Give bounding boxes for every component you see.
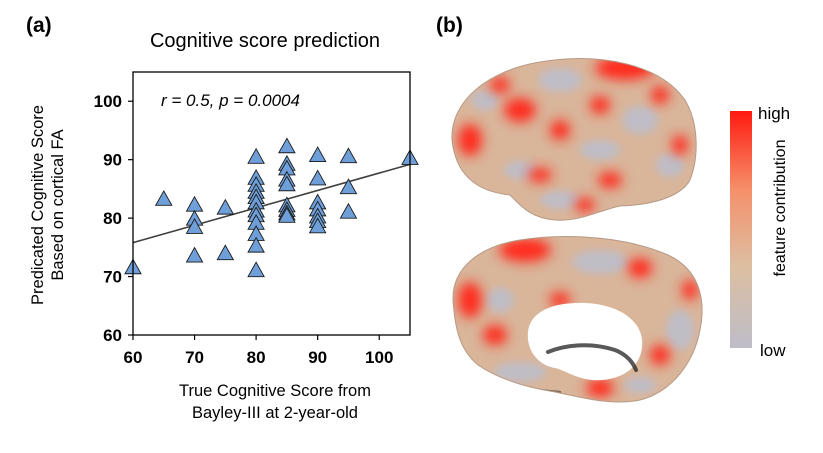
data-point <box>247 236 265 253</box>
data-point <box>216 244 235 261</box>
y-tick-label: 60 <box>103 326 122 345</box>
data-point <box>308 146 327 162</box>
y-tick-label: 90 <box>103 151 122 170</box>
x-axis-label-line-2: Bayley-III at 2-year-old <box>192 404 358 422</box>
data-point <box>339 202 358 219</box>
data-point <box>308 217 327 234</box>
chart-title: Cognitive score prediction <box>149 30 381 52</box>
data-point <box>247 261 265 278</box>
colorbar-low-label: low <box>760 341 786 360</box>
x-tick-label: 100 <box>365 348 393 367</box>
brain-lateral-view <box>451 58 697 221</box>
data-point <box>278 137 296 154</box>
data-point <box>278 175 296 192</box>
data-point <box>185 246 204 263</box>
x-tick-label: 90 <box>308 348 327 367</box>
x-axis-label: True Cognitive Score from Bayley-III at … <box>120 380 430 424</box>
plot-frame <box>132 71 411 336</box>
data-point <box>247 147 265 164</box>
colorbar <box>730 111 752 348</box>
data-point <box>339 178 358 195</box>
data-point <box>308 169 327 186</box>
stats-annotation: r = 0.5, p = 0.0004 <box>161 91 300 110</box>
y-tick-label: 80 <box>103 209 122 228</box>
y-tick-label: 70 <box>103 268 122 287</box>
brain-medial-view <box>452 236 703 403</box>
data-point <box>278 206 296 223</box>
colorbar-title: feature contribution <box>772 139 789 277</box>
data-point <box>185 218 204 234</box>
panel-a-label: (a) <box>26 14 52 37</box>
data-point <box>216 198 235 215</box>
x-axis-label-line-1: True Cognitive Score from <box>179 382 371 400</box>
x-tick-label: 60 <box>124 348 143 367</box>
x-tick-label: 70 <box>185 348 204 367</box>
medial-wall <box>527 302 643 381</box>
data-point <box>339 147 358 164</box>
data-point <box>154 189 173 206</box>
y-tick-label: 100 <box>94 92 122 111</box>
panel-b-label: (b) <box>436 14 463 37</box>
x-tick-label: 80 <box>247 348 266 367</box>
trend-line <box>132 163 411 244</box>
colorbar-high-label: high <box>758 104 791 123</box>
